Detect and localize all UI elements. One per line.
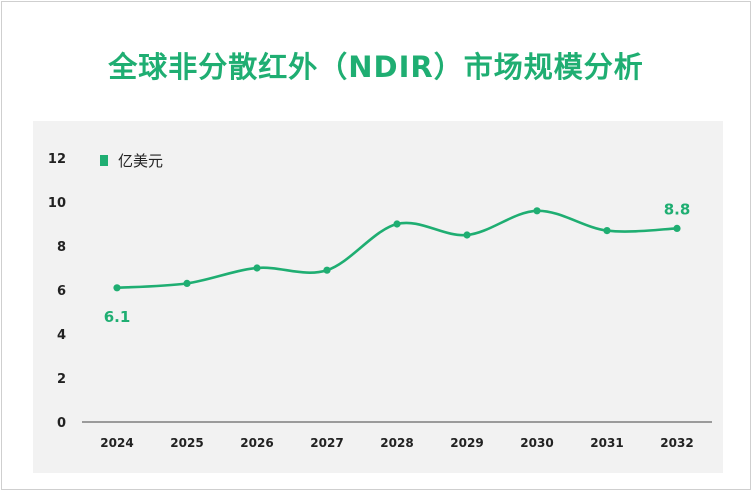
legend: 亿美元	[100, 150, 163, 171]
data-labels: 6.1 8.8	[104, 200, 691, 325]
data-point	[323, 266, 331, 274]
x-tick-label: 2031	[590, 436, 623, 450]
y-tick-label: 0	[57, 416, 66, 431]
data-point	[463, 231, 471, 239]
x-axis-ticks: 2024 2025 2026 2027 2028 2029 2030 2031 2032	[100, 436, 693, 450]
data-point	[113, 284, 121, 292]
data-point	[603, 227, 611, 235]
y-tick-label: 6	[57, 284, 66, 299]
y-axis-ticks: 0 2 4 6 8 10 12	[48, 152, 66, 431]
x-tick-label: 2027	[310, 436, 343, 450]
data-point	[673, 224, 681, 232]
x-tick-label: 2029	[450, 436, 483, 450]
x-tick-label: 2028	[380, 436, 413, 450]
data-point	[183, 279, 191, 287]
x-tick-label: 2030	[520, 436, 553, 450]
chart-title: 全球非分散红外（NDIR）市场规模分析	[108, 50, 644, 84]
x-tick-label: 2024	[100, 436, 133, 450]
y-tick-label: 10	[48, 196, 66, 211]
y-tick-label: 8	[57, 240, 66, 255]
data-point	[253, 264, 261, 272]
legend-label: 亿美元	[118, 152, 164, 170]
data-label: 6.1	[104, 308, 131, 326]
data-points	[113, 207, 681, 292]
data-point	[393, 220, 401, 228]
x-tick-label: 2032	[660, 436, 693, 450]
data-point	[533, 207, 541, 215]
y-tick-label: 2	[57, 372, 66, 387]
y-tick-label: 12	[48, 152, 66, 167]
legend-marker	[100, 155, 108, 166]
data-label: 8.8	[664, 200, 691, 218]
y-tick-label: 4	[57, 328, 66, 343]
plot-area	[33, 121, 723, 473]
x-tick-label: 2025	[170, 436, 203, 450]
x-tick-label: 2026	[240, 436, 273, 450]
